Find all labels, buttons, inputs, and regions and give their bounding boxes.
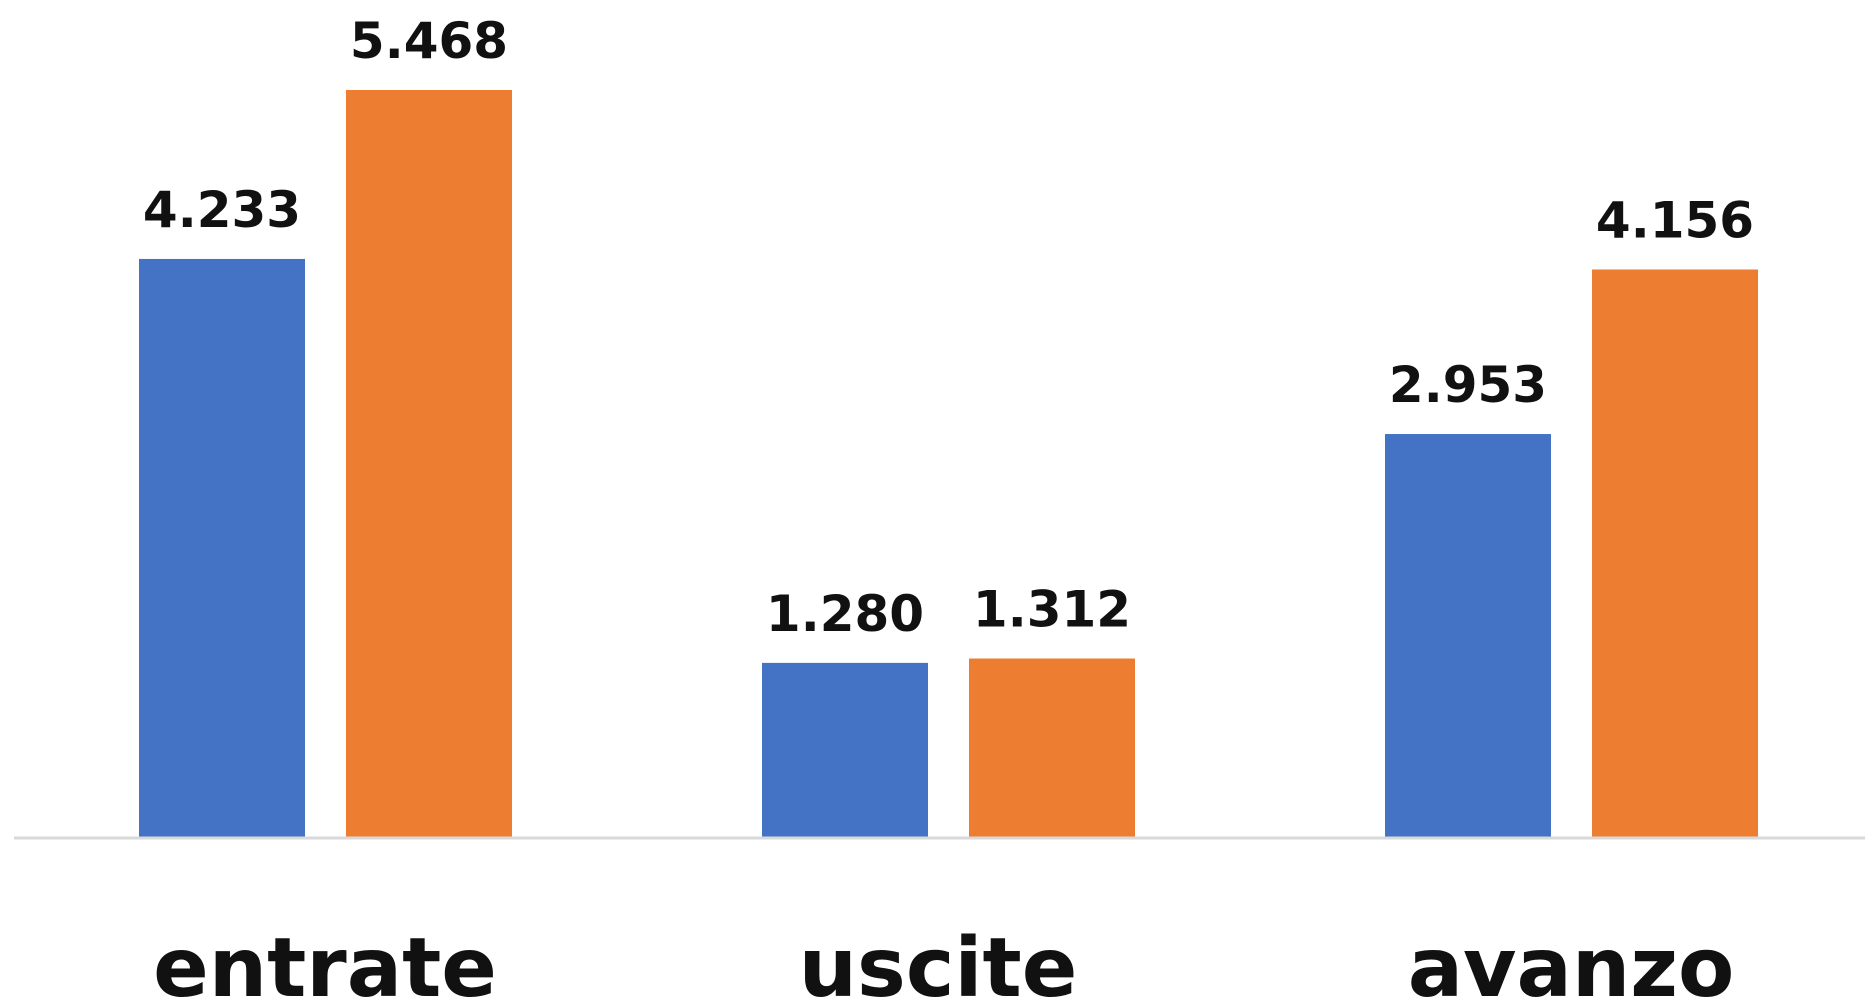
data-label-avanzo-series-2: 4.156 xyxy=(1596,191,1754,249)
data-label-entrate-series-2: 5.468 xyxy=(350,12,508,70)
category-label-avanzo: avanzo xyxy=(1408,921,1735,1004)
bar-entrate-series-2 xyxy=(346,90,512,838)
data-label-uscite-series-2: 1.312 xyxy=(973,581,1131,639)
bar-avanzo-series-2 xyxy=(1592,269,1758,839)
bar-uscite-series-1 xyxy=(762,662,928,838)
data-label-entrate-series-1: 4.233 xyxy=(143,181,301,239)
category-label-uscite: uscite xyxy=(799,921,1078,1004)
value-labels-layer: 4.233 5.468 1.280 1.312 2.953 4.156 xyxy=(143,12,1754,643)
category-label-entrate: entrate xyxy=(153,921,497,1004)
bar-uscite-series-2 xyxy=(969,658,1135,838)
bar-avanzo-series-1 xyxy=(1385,434,1551,838)
data-label-uscite-series-1: 1.280 xyxy=(766,585,924,643)
bars-layer xyxy=(139,90,1758,839)
category-labels-layer: entrate uscite avanzo xyxy=(153,921,1734,1004)
data-label-avanzo-series-1: 2.953 xyxy=(1389,356,1547,414)
bar-entrate-series-1 xyxy=(139,258,305,838)
